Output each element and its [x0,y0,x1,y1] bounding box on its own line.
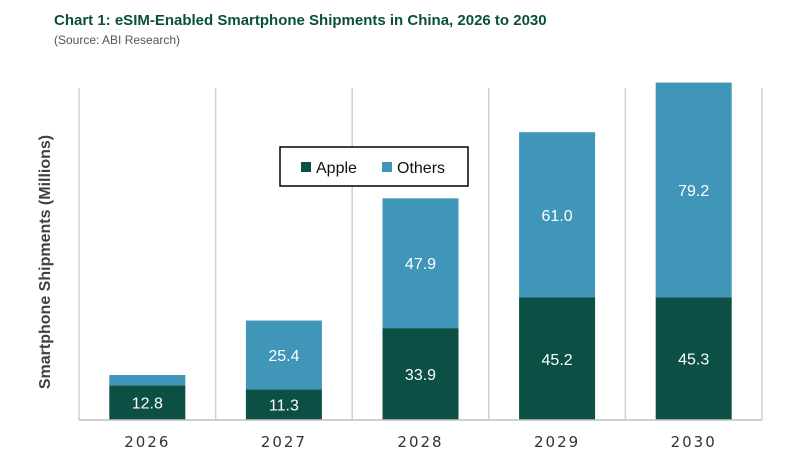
x-tick-labels: 2026 2027 2028 2029 2030 [124,433,717,451]
x-tick-2029: 2029 [534,433,580,451]
x-tick-2027: 2027 [261,433,307,451]
bar-apple-2030 [655,297,732,420]
bar-others-2029 [519,132,596,298]
data-label-apple-2029: 45.2 [542,352,573,369]
data-label-others-2029: 61.0 [542,208,573,225]
legend-label-apple: Apple [316,160,357,177]
bar-apple-2027 [245,389,322,420]
legend: Apple Others [279,146,469,187]
data-label-apple-2030: 45.3 [678,352,709,369]
legend-swatch-apple [301,162,311,172]
chart-title: Chart 1: eSIM-Enabled Smartphone Shipmen… [54,12,547,29]
bar-others-2027 [245,320,322,390]
legend-box [279,146,469,187]
bars: 12.8 11.3 25.4 33.9 47.9 45.2 61.0 45.3 79.2 [109,82,732,420]
gridlines [78,88,763,420]
legend-label-others: Others [397,160,445,177]
x-tick-2028: 2028 [397,433,443,451]
legend-swatch-others [382,162,392,172]
bar-others-2030 [655,82,732,298]
data-label-apple-2028: 33.9 [405,367,436,384]
data-label-others-2027: 25.4 [268,348,299,365]
bar-others-2026 [109,375,186,386]
data-label-others-2028: 47.9 [405,256,436,273]
bar-apple-2029 [519,297,596,420]
bar-others-2028 [382,198,459,329]
data-label-apple-2027: 11.3 [269,398,299,415]
bar-apple-2028 [382,328,459,420]
y-axis-label: Smartphone Shipments (Millions) [37,135,54,389]
bar-apple-2026 [109,385,186,420]
chart-subtitle: (Source: ABI Research) [54,33,181,47]
data-label-others-2030: 79.2 [678,183,709,200]
x-tick-2026: 2026 [124,433,170,451]
x-tick-2030: 2030 [671,433,717,451]
data-label-apple-2026: 12.8 [132,396,163,413]
